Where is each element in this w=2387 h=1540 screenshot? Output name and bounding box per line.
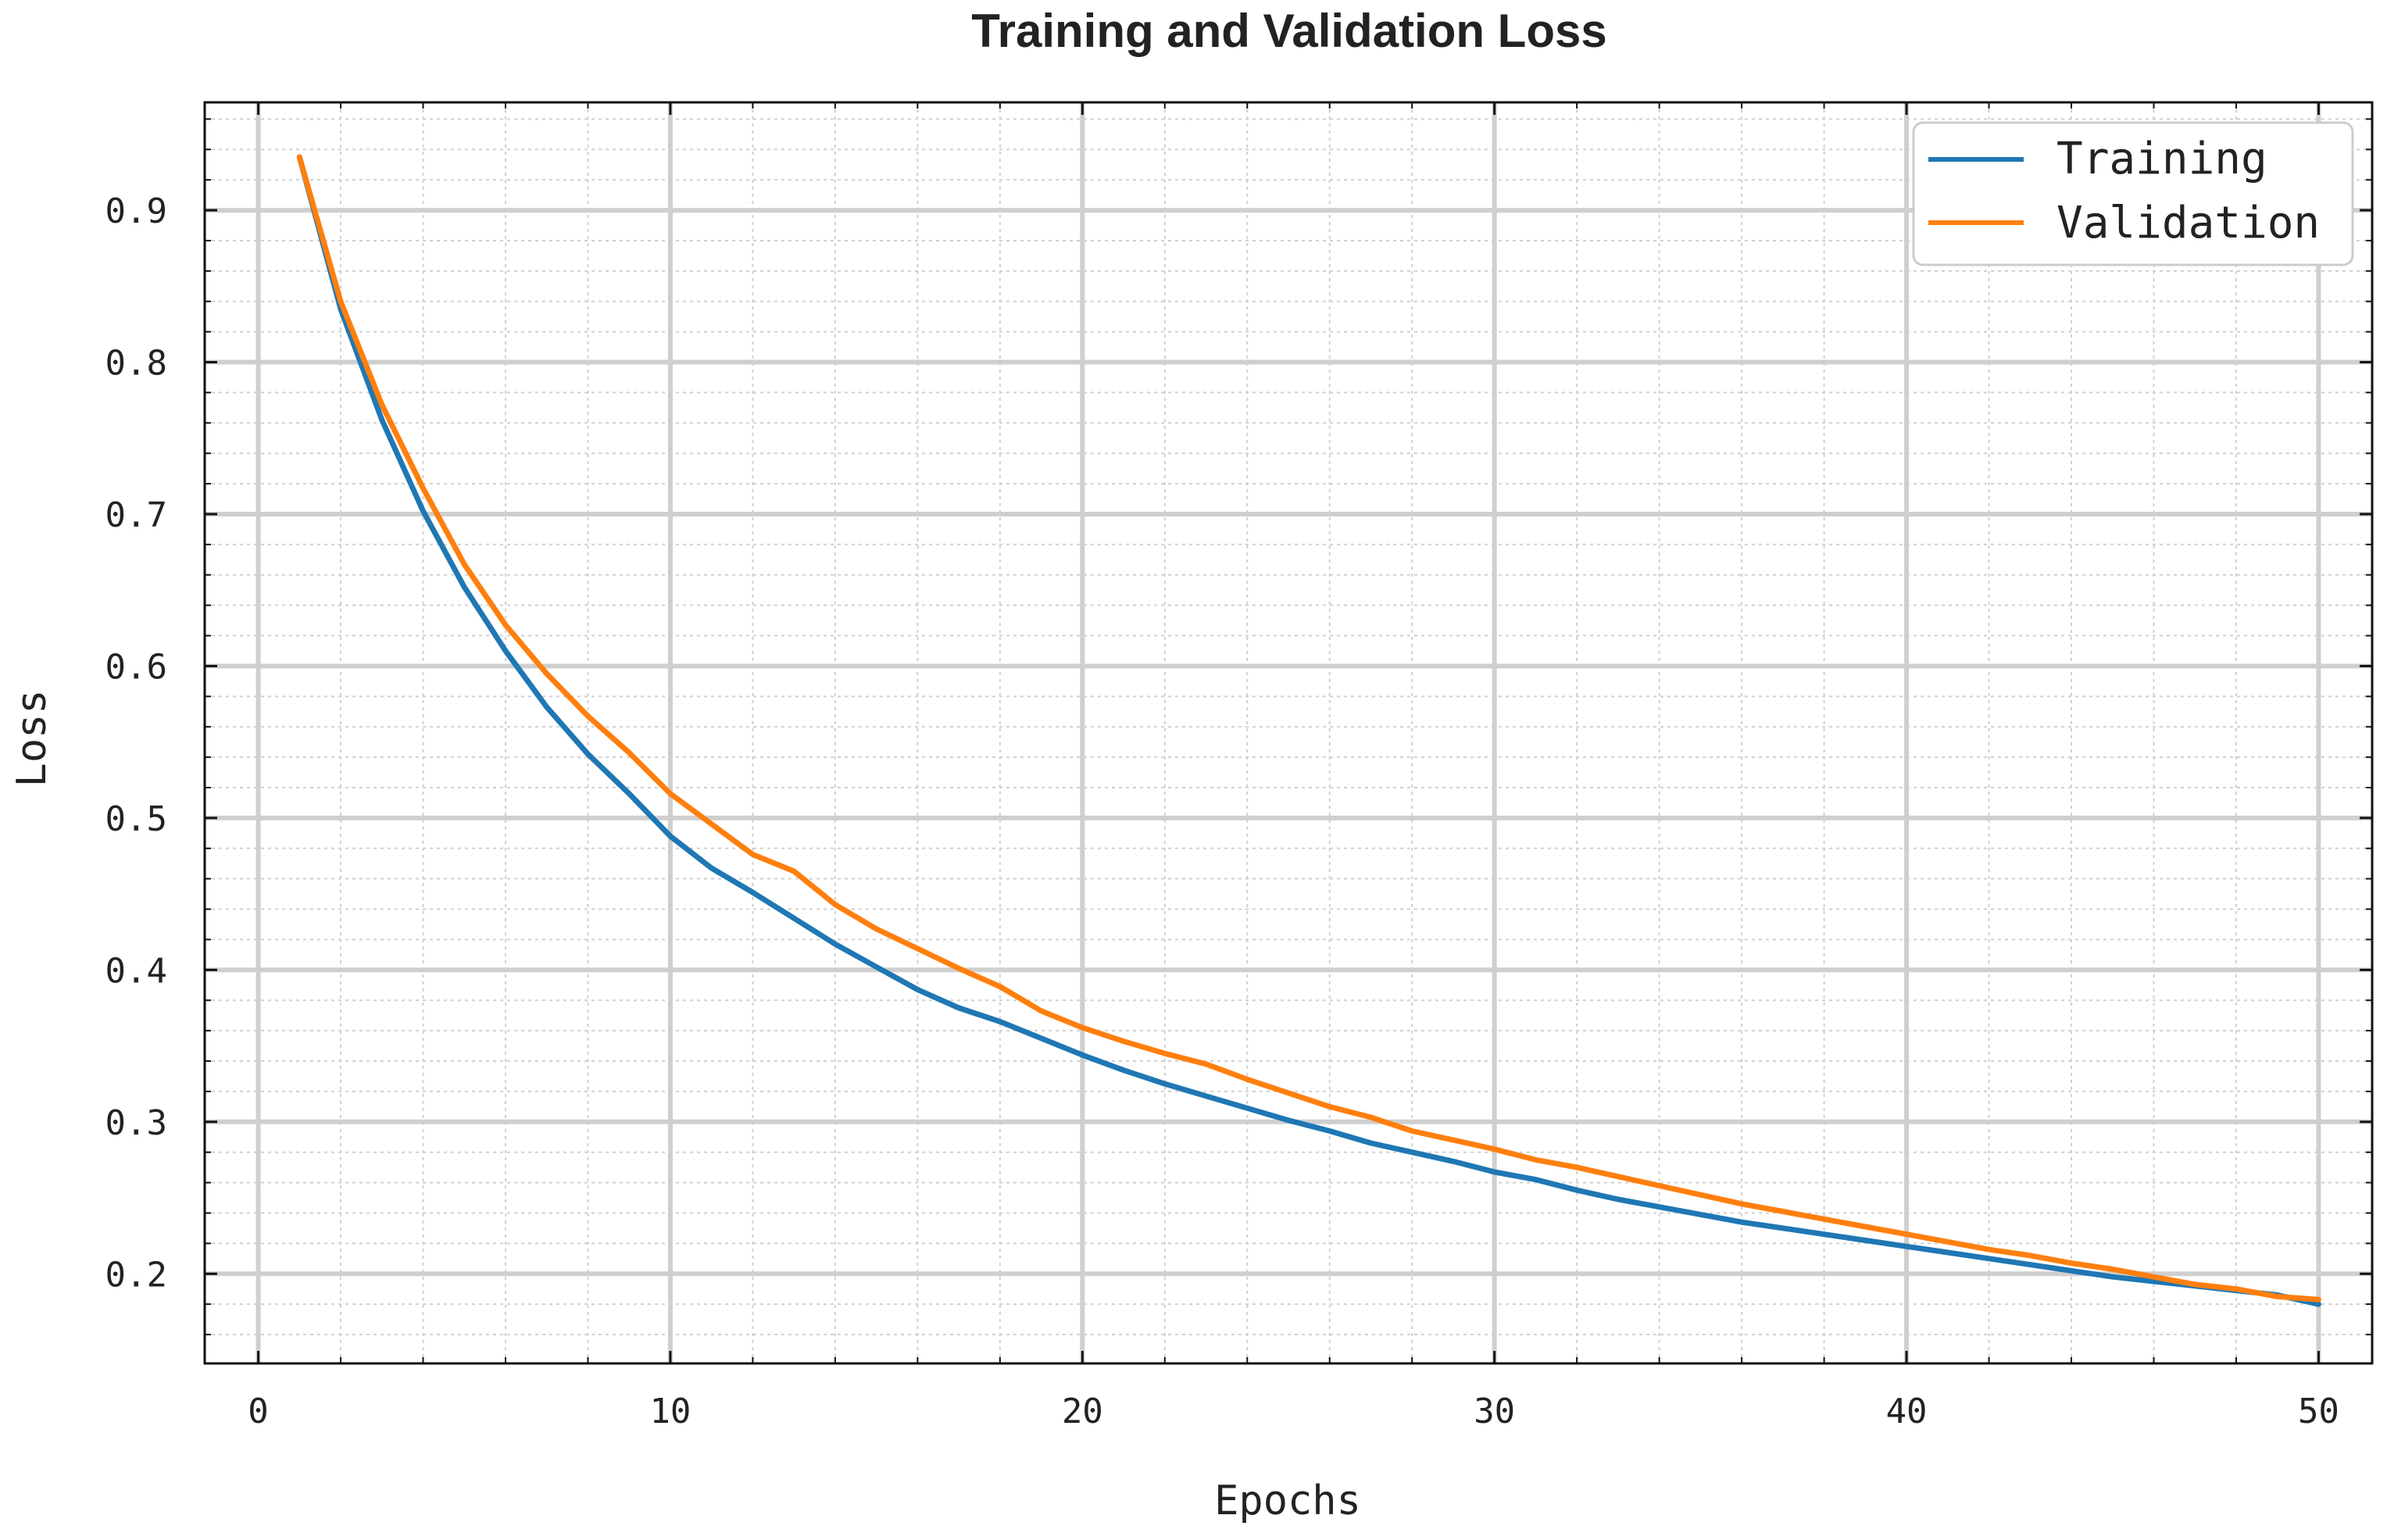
y-tick-label: 0.3 [105,1103,167,1143]
plot-frame [203,101,2374,1365]
x-axis-label: Epochs [1214,1477,1361,1524]
legend-label-training: Training [2056,134,2267,184]
series-line-validation [296,154,2321,1302]
x-tick-label: 30 [1474,1392,1515,1431]
legend-label-validation: Validation [2056,198,2320,248]
x-tick-label: 0 [248,1392,269,1431]
y-tick-label: 0.4 [105,951,167,991]
y-tick-label: 0.8 [105,344,167,384]
x-tick-label: 50 [2298,1392,2339,1431]
y-axis-label: Loss [9,689,55,787]
tick-labels: 0 10 20 30 40 50 0.2 0.3 0.4 0.5 0.6 0.7 0.8 0.9 [105,191,2339,1431]
series-line-training [296,154,2321,1307]
x-tick-label: 20 [1062,1392,1103,1431]
y-tick-label: 0.5 [105,799,167,839]
legend: Training Validation [1912,121,2354,266]
y-tick-label: 0.9 [105,191,167,231]
x-tick-label: 40 [1886,1392,1928,1431]
y-tick-label: 0.7 [105,495,167,535]
y-tick-label: 0.6 [105,647,167,687]
chart-title: Training and Validation Loss [971,5,1606,57]
y-tick-label: 0.2 [105,1255,167,1295]
minor-grid [205,102,2372,1363]
series-lines [296,154,2321,1307]
x-tick-label: 10 [649,1392,691,1431]
